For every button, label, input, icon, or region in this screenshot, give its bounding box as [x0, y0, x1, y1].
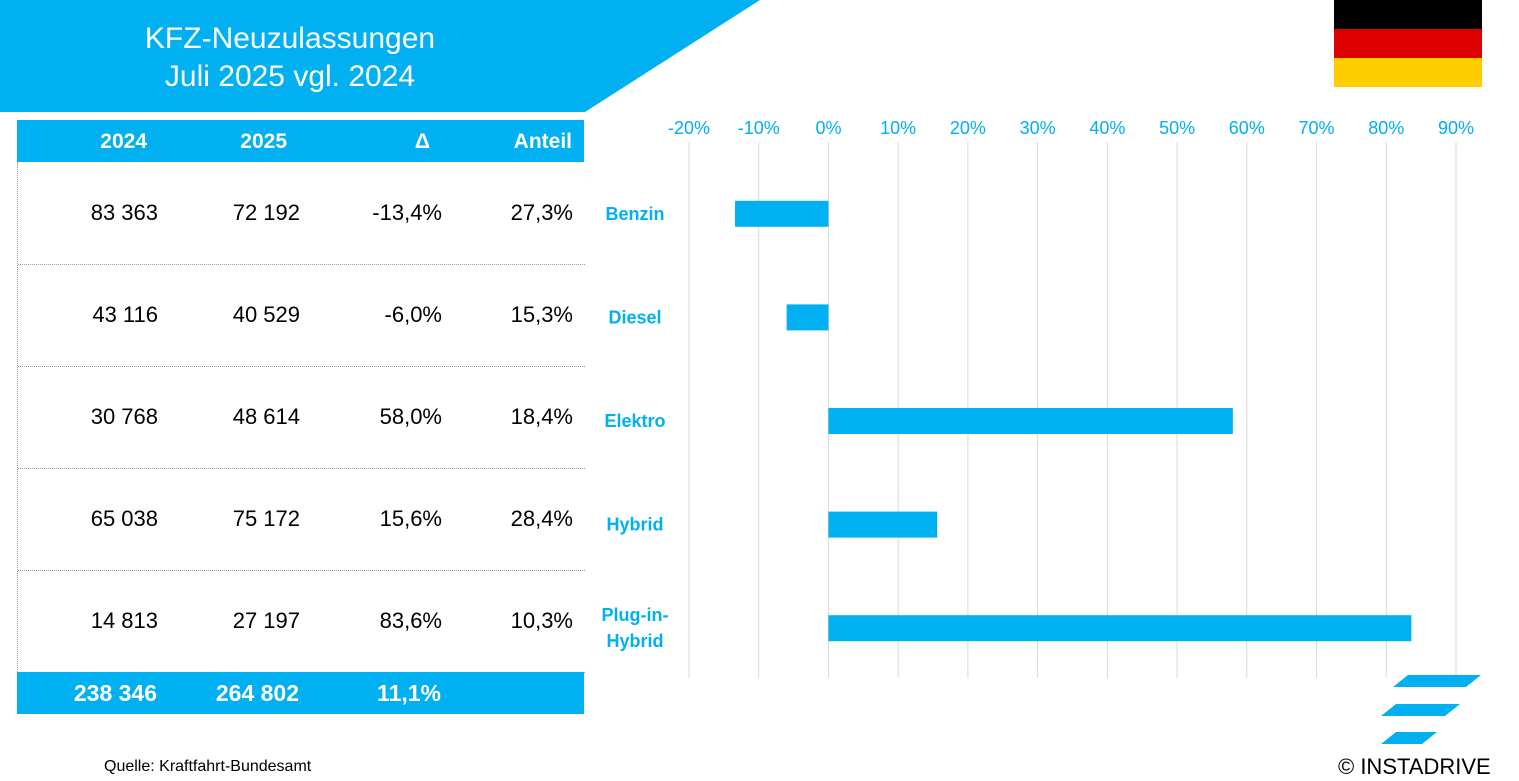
bar: [828, 615, 1412, 642]
category-label-line: Elektro: [604, 411, 665, 431]
bar: [786, 304, 829, 331]
x-tick-label: -10%: [738, 118, 780, 138]
cell-delta: 15,6%: [379, 506, 442, 531]
table-row: 65 038 75 172 15,6% 28,4%: [18, 468, 585, 571]
cell-2024: 43 116: [92, 302, 158, 327]
cell-delta: 83,6%: [379, 608, 442, 633]
x-tick-label: 10%: [880, 118, 916, 138]
x-tick-label: 40%: [1089, 118, 1125, 138]
change-bar-chart: -20% -10% 0% 10% 20% 30% 40% 50% 60% 70% 80% 90% Ben…: [602, 118, 1474, 678]
cell-2025: 27 197: [232, 608, 300, 633]
x-tick-label: 80%: [1368, 118, 1404, 138]
copyright-text: © INSTADRIVE: [1338, 754, 1491, 779]
table-total-row: 238 346 264 802 11,1%: [17, 672, 584, 714]
cell-share: 28,4%: [510, 506, 573, 531]
category-label-line: Hybrid: [606, 515, 663, 535]
table-body: 83 363 72 192 -13,4% 27,3% 43 116 40 529…: [17, 162, 585, 673]
cell-delta: -6,0%: [384, 302, 442, 327]
cell-2024: 83 363: [90, 200, 158, 225]
x-tick-label: 30%: [1020, 118, 1056, 138]
page-title: KFZ-Neuzulassungen Juli 2025 vgl. 2024: [0, 20, 580, 96]
cell-delta: -13,4%: [372, 200, 442, 225]
cell-share: 27,3%: [510, 200, 573, 225]
cell-share: 15,3%: [510, 302, 573, 327]
table-row: 30 768 48 614 58,0% 18,4%: [18, 366, 585, 469]
cell-2025: 40 529: [232, 302, 300, 327]
category-label-line: Plug-in-: [602, 605, 669, 625]
flag-stripe-red: [1334, 29, 1482, 58]
germany-flag-icon: [1334, 0, 1482, 87]
category-label: Diesel: [608, 307, 661, 327]
cell-2025: 72 192: [232, 200, 300, 225]
table-row: 14 813 27 197 83,6% 10,3%: [18, 570, 585, 673]
header-2025: 2025: [240, 130, 287, 153]
header-2024: 2024: [100, 130, 147, 153]
cell-2024: 65 038: [90, 506, 158, 531]
title-line-1: KFZ-Neuzulassungen: [144, 22, 436, 55]
flag-stripe-gold: [1334, 58, 1482, 87]
category-label: Plug-in- Hybrid: [602, 605, 669, 651]
x-tick-label: 50%: [1159, 118, 1195, 138]
category-label-line: Benzin: [605, 204, 664, 224]
header-delta: Δ: [414, 130, 430, 153]
category-label: Hybrid: [606, 515, 663, 535]
total-2024: 238 346: [73, 680, 157, 706]
x-tick-label: -20%: [668, 118, 710, 138]
cell-delta: 58,0%: [379, 404, 442, 429]
cell-2025: 48 614: [232, 404, 300, 429]
table-header: 2024 2025 Δ Anteil: [17, 120, 584, 162]
flag-stripe-black: [1334, 0, 1482, 29]
category-label-line: Diesel: [608, 307, 661, 327]
table-row: 43 116 40 529 -6,0% 15,3%: [18, 264, 585, 367]
category-label: Elektro: [604, 411, 665, 431]
total-2025: 264 802: [215, 680, 299, 706]
title-line-2: Juli 2025 vgl. 2024: [164, 60, 416, 93]
header-share: Anteil: [513, 130, 572, 153]
table-row: 83 363 72 192 -13,4% 27,3%: [18, 162, 585, 265]
bar: [735, 200, 829, 227]
bar: [828, 408, 1233, 434]
x-tick-label: 70%: [1299, 118, 1335, 138]
x-tick-label: 20%: [950, 118, 986, 138]
bar: [828, 511, 938, 538]
total-delta: 11,1%: [377, 680, 441, 706]
banner-shape: [0, 0, 760, 112]
source-note: Quelle: Kraftfahrt-Bundesamt: [104, 758, 312, 775]
cell-share: 18,4%: [510, 404, 573, 429]
x-tick-label: 90%: [1438, 118, 1474, 138]
category-label: Benzin: [605, 204, 664, 224]
title-banner: KFZ-Neuzulassungen Juli 2025 vgl. 2024: [0, 0, 760, 112]
cell-2024: 14 813: [90, 608, 158, 633]
cell-2025: 75 172: [232, 506, 300, 531]
cell-2024: 30 768: [90, 404, 158, 429]
cell-share: 10,3%: [510, 608, 573, 633]
x-tick-label: 0%: [815, 118, 841, 138]
category-label-line: Hybrid: [606, 631, 663, 651]
x-tick-label: 60%: [1229, 118, 1265, 138]
instadrive-logo-icon: [1381, 675, 1481, 744]
